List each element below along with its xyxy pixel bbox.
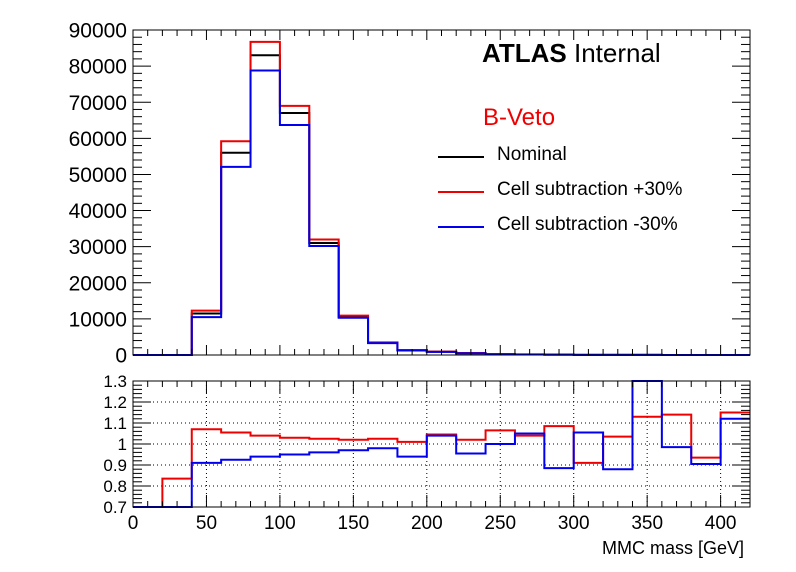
y-tick-label: 1.1 — [103, 414, 127, 433]
status-label: Internal — [573, 38, 661, 68]
y-tick-label: 80000 — [69, 56, 127, 79]
x-tick-label: 400 — [705, 513, 737, 534]
x-tick-label: 300 — [558, 513, 590, 534]
y-tick-label: 0.7 — [103, 498, 127, 517]
legend-label: Cell subtraction -30% — [497, 214, 678, 235]
x-tick-label: 150 — [338, 513, 370, 534]
experiment-name: ATLAS — [482, 38, 567, 68]
atlas-label: ATLAS Internal — [482, 38, 661, 69]
legend-label: Nominal — [497, 144, 567, 165]
y-tick-label: 30000 — [69, 236, 127, 259]
y-tick-label: 40000 — [69, 200, 127, 223]
y-tick-label: 10000 — [69, 308, 127, 331]
y-tick-label: 1.2 — [103, 393, 127, 412]
x-tick-label: 200 — [411, 513, 443, 534]
y-tick-label: 70000 — [69, 92, 127, 115]
legend-swatch — [438, 156, 484, 158]
histogram-series-0 — [133, 54, 750, 356]
y-tick-label: 50000 — [69, 164, 127, 187]
y-tick-label: 0 — [115, 345, 127, 368]
x-tick-label: 0 — [128, 513, 139, 534]
histogram-series-2 — [133, 69, 750, 356]
ratio-series-0 — [133, 411, 750, 508]
legend-swatch — [438, 226, 484, 228]
y-tick-label: 90000 — [69, 20, 127, 43]
y-tick-label: 60000 — [69, 128, 127, 151]
y-tick-label: 20000 — [69, 272, 127, 295]
x-tick-label: 350 — [631, 513, 663, 534]
x-tick-label: 50 — [196, 513, 217, 534]
region-label: B-Veto — [483, 104, 556, 131]
y-tick-label: 1 — [118, 435, 127, 454]
y-tick-label: 1.3 — [103, 372, 127, 391]
x-tick-label: 100 — [264, 513, 296, 534]
legend-swatch — [438, 191, 484, 193]
y-tick-label: 0.8 — [103, 477, 127, 496]
y-tick-label: 0.9 — [103, 456, 127, 475]
legend-label: Cell subtraction +30% — [497, 179, 683, 200]
x-axis-label: MMC mass [GeV] — [602, 538, 744, 558]
x-tick-label: 250 — [484, 513, 516, 534]
